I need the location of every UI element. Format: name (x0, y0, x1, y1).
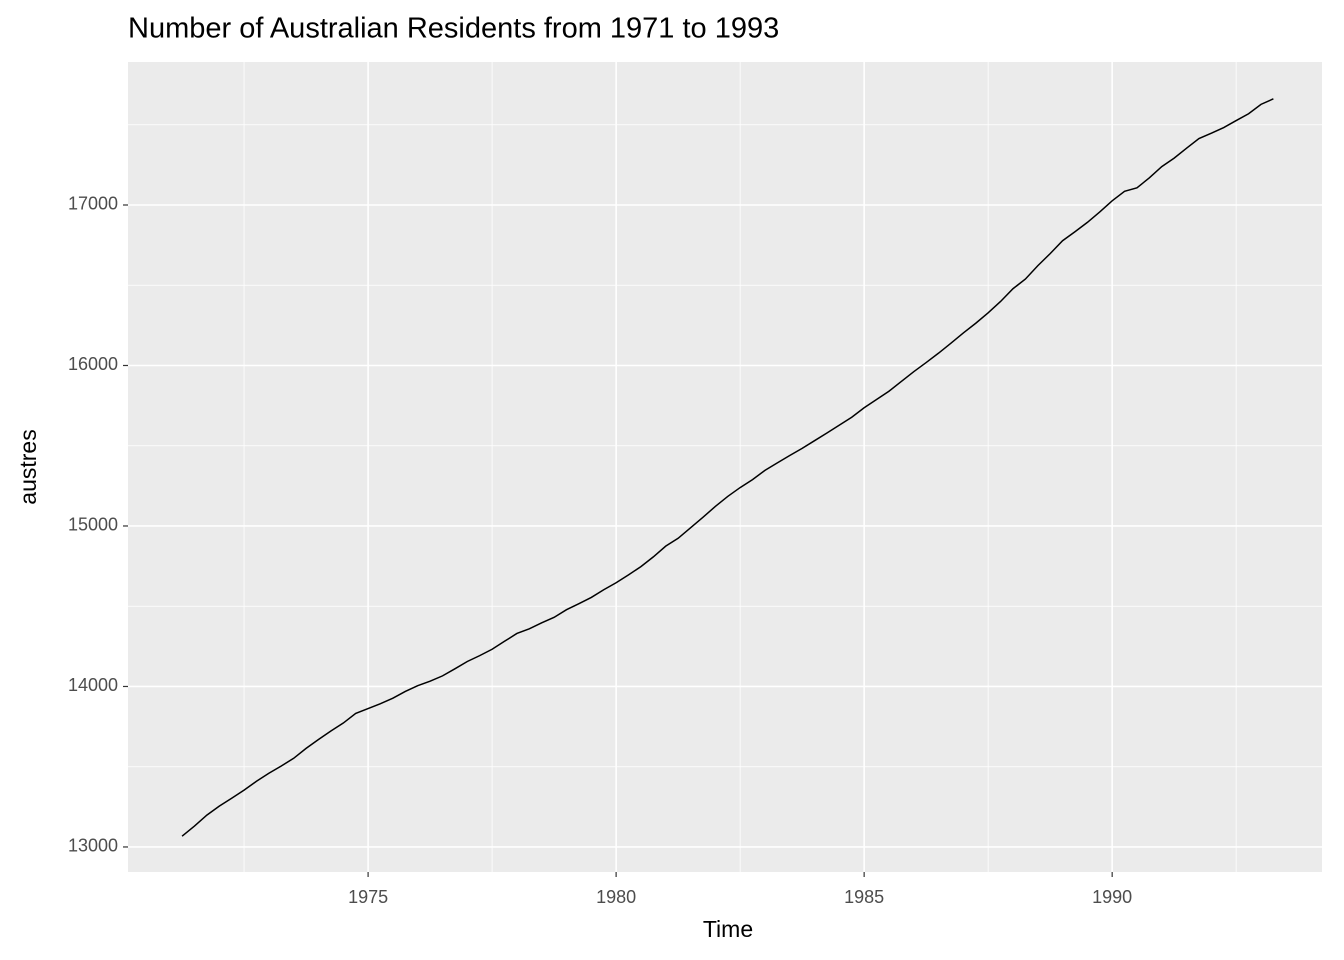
x-axis-label: Time (703, 916, 753, 942)
y-tick-label: 17000 (68, 194, 118, 214)
plot-panel (128, 62, 1322, 872)
y-tick-label: 13000 (68, 836, 118, 856)
chart-title: Number of Australian Residents from 1971… (128, 13, 779, 45)
x-tick-label: 1985 (844, 887, 884, 907)
y-tick-label: 15000 (68, 515, 118, 535)
x-tick-label: 1975 (348, 887, 388, 907)
line (181, 98, 1274, 837)
x-tick-label: 1980 (596, 887, 636, 907)
y-axis-label: austres (15, 429, 41, 504)
y-tick-label: 14000 (68, 675, 118, 695)
x-tick-label: 1990 (1092, 887, 1132, 907)
y-tick-label: 16000 (68, 354, 118, 374)
